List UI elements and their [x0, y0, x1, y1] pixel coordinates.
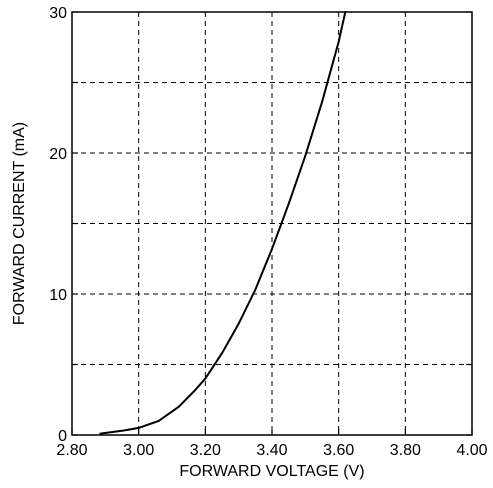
label-layer: FORWARD VOLTAGE (V) FORWARD CURRENT (mA)… — [11, 5, 488, 480]
x-tick-label: 3.40 — [256, 442, 287, 459]
series-layer — [99, 11, 347, 435]
series-line — [99, 11, 347, 435]
grid-layer — [72, 12, 472, 435]
x-tick-label: 3.20 — [190, 442, 221, 459]
x-tick-label: 3.80 — [390, 442, 421, 459]
x-axis-title: FORWARD VOLTAGE (V) — [179, 463, 364, 480]
x-tick-label: 3.00 — [123, 442, 154, 459]
y-tick-label: 30 — [49, 5, 67, 22]
y-tick-label: 20 — [49, 146, 67, 163]
y-tick-label: 10 — [49, 287, 67, 304]
x-tick-label: 3.60 — [323, 442, 354, 459]
y-axis-title: FORWARD CURRENT (mA) — [11, 122, 28, 325]
x-tick-label: 2.80 — [56, 442, 87, 459]
plot-frame — [71, 11, 473, 436]
x-tick-label: 4.00 — [456, 442, 487, 459]
y-tick-label: 0 — [58, 428, 67, 445]
